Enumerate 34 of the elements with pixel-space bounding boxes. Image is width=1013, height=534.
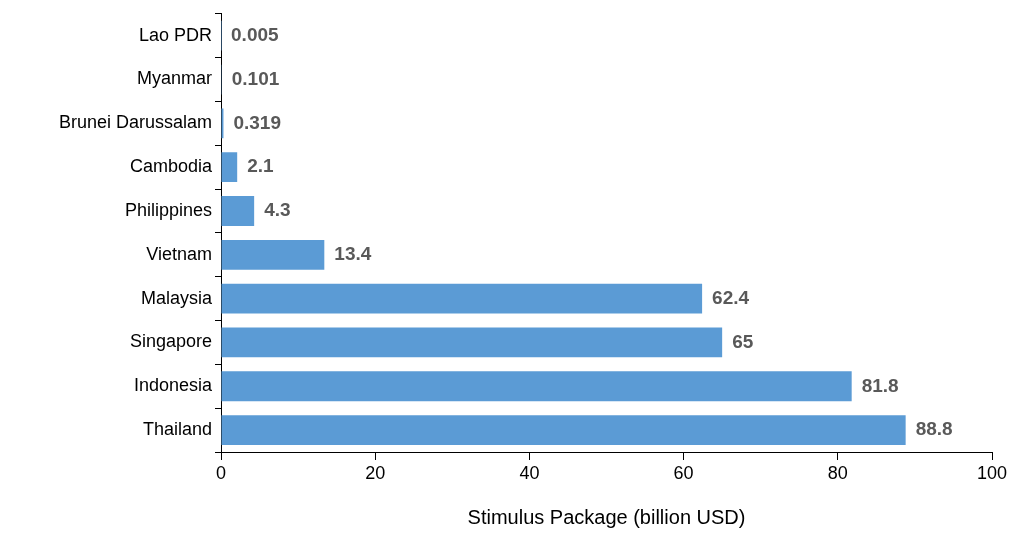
data-label: 62.4 bbox=[712, 286, 750, 308]
bar bbox=[221, 415, 906, 445]
bar bbox=[221, 283, 703, 314]
y-tick-label: Philippines bbox=[124, 199, 212, 220]
y-tick-label: Vietnam bbox=[146, 243, 212, 264]
bar bbox=[221, 152, 238, 183]
data-label: 13.4 bbox=[334, 243, 372, 265]
y-tick-label: Singapore bbox=[129, 331, 212, 352]
data-label: 0.319 bbox=[233, 111, 282, 133]
x-tick-label: 40 bbox=[519, 462, 540, 483]
data-label: 88.8 bbox=[915, 418, 953, 440]
y-tick-label: Indonesia bbox=[133, 375, 213, 396]
data-label: 0.005 bbox=[231, 23, 280, 45]
bar bbox=[221, 371, 852, 402]
x-tick-label: 100 bbox=[976, 462, 1008, 483]
y-tick-label: Brunei Darussalam bbox=[58, 112, 212, 133]
y-tick-label: Myanmar bbox=[136, 68, 212, 89]
data-label: 65 bbox=[732, 330, 754, 352]
bar bbox=[221, 327, 723, 358]
x-tick-label: 0 bbox=[215, 462, 227, 483]
data-label: 81.8 bbox=[861, 374, 899, 396]
data-label: 2.1 bbox=[247, 155, 275, 177]
bar bbox=[221, 196, 255, 226]
x-tick-label: 60 bbox=[673, 462, 694, 483]
y-tick-label: Thailand bbox=[142, 419, 212, 440]
data-label: 0.101 bbox=[231, 67, 280, 89]
x-tick-label: 20 bbox=[365, 462, 386, 483]
bar bbox=[221, 239, 325, 270]
y-tick-label: Cambodia bbox=[129, 156, 213, 177]
x-tick-label: 80 bbox=[827, 462, 848, 483]
data-label: 4.3 bbox=[264, 199, 291, 221]
y-tick-label: Lao PDR bbox=[138, 24, 212, 45]
x-axis-title: Stimulus Package (billion USD) bbox=[467, 505, 746, 528]
y-tick-label: Malaysia bbox=[140, 287, 213, 308]
